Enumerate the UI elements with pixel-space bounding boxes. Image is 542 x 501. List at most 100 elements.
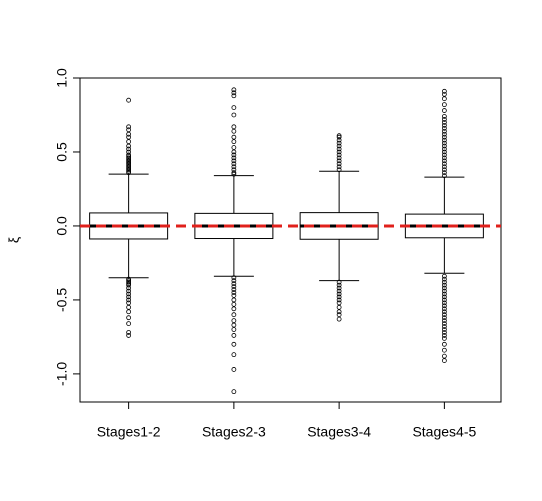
outlier [231, 128, 237, 134]
outlier [336, 140, 342, 146]
x-tick-label: Stages4-5 [412, 424, 476, 440]
outlier [231, 322, 237, 328]
outlier [441, 131, 447, 137]
outlier [441, 297, 447, 303]
outlier [441, 330, 447, 335]
outlier [441, 114, 447, 119]
outlier [231, 112, 237, 118]
outlier [126, 152, 132, 158]
outlier [336, 288, 342, 294]
outlier [126, 156, 132, 162]
x-tick-label: Stages2-3 [202, 424, 266, 440]
outlier [231, 293, 237, 298]
outlier [336, 291, 342, 297]
outlier [441, 173, 447, 179]
outlier [336, 297, 342, 303]
outlier [441, 125, 447, 131]
outlier [441, 161, 447, 167]
outlier [126, 285, 132, 291]
outlier [441, 324, 447, 329]
outlier [441, 140, 447, 146]
outlier [441, 282, 447, 288]
outlier [441, 149, 447, 155]
outlier [231, 167, 237, 173]
outlier [126, 131, 132, 137]
outlier [441, 167, 447, 173]
y-tick-label: 1.0 [54, 68, 70, 88]
outlier [126, 282, 132, 288]
outlier [231, 341, 237, 347]
outlier [231, 301, 237, 307]
outlier [336, 152, 342, 158]
outlier [126, 278, 132, 284]
outlier [336, 149, 342, 155]
outlier [126, 155, 132, 161]
outlier [231, 278, 237, 284]
outlier [441, 96, 447, 102]
outlier [441, 288, 447, 294]
outlier [126, 124, 132, 130]
outlier [231, 152, 237, 158]
outlier [231, 161, 237, 167]
outlier [336, 167, 342, 173]
outlier [231, 171, 237, 177]
outlier [231, 149, 237, 155]
outlier [231, 134, 237, 140]
outlier [231, 93, 237, 99]
outlier [441, 303, 447, 309]
x-tick-label: Stages1-2 [97, 424, 161, 440]
outlier [441, 347, 447, 353]
outlier [336, 164, 342, 170]
outlier [441, 333, 447, 338]
outlier [441, 285, 447, 291]
outlier [126, 294, 132, 300]
outlier [126, 333, 132, 338]
outlier [126, 158, 132, 164]
outlier [441, 273, 447, 279]
outlier [441, 164, 447, 170]
outlier [126, 321, 132, 326]
outlier [231, 281, 237, 287]
outlier [126, 315, 132, 321]
outlier [126, 304, 132, 310]
outlier [441, 158, 447, 164]
outlier [126, 165, 132, 171]
outlier [231, 124, 237, 130]
outlier [441, 152, 447, 158]
y-axis-label: ξ [6, 237, 22, 243]
outlier [231, 87, 237, 93]
outlier [126, 143, 132, 149]
outlier [231, 284, 237, 290]
outlier [126, 288, 132, 294]
outlier [441, 122, 447, 128]
outlier [231, 333, 237, 338]
outlier [441, 91, 447, 97]
outlier [231, 145, 237, 150]
outlier [336, 146, 342, 152]
outlier [126, 97, 132, 103]
outlier [441, 119, 447, 125]
outlier [336, 158, 342, 164]
outlier [441, 128, 447, 134]
outlier [336, 279, 342, 285]
outlier [231, 297, 237, 303]
plot-frame [79, 77, 502, 403]
y-tick-label: -1.0 [54, 362, 70, 386]
outlier [126, 309, 132, 315]
outlier [441, 309, 447, 315]
outlier [231, 275, 237, 281]
outlier [336, 137, 342, 143]
outlier [126, 276, 132, 282]
outlier [336, 304, 342, 310]
outlier [336, 282, 342, 288]
outlier [441, 291, 447, 297]
outlier [441, 294, 447, 300]
outlier [126, 281, 132, 287]
outlier [441, 315, 447, 321]
outlier [441, 279, 447, 285]
outlier [126, 134, 132, 140]
outlier [126, 149, 132, 155]
outlier [441, 88, 447, 94]
outlier [336, 294, 342, 300]
outlier [126, 161, 132, 167]
